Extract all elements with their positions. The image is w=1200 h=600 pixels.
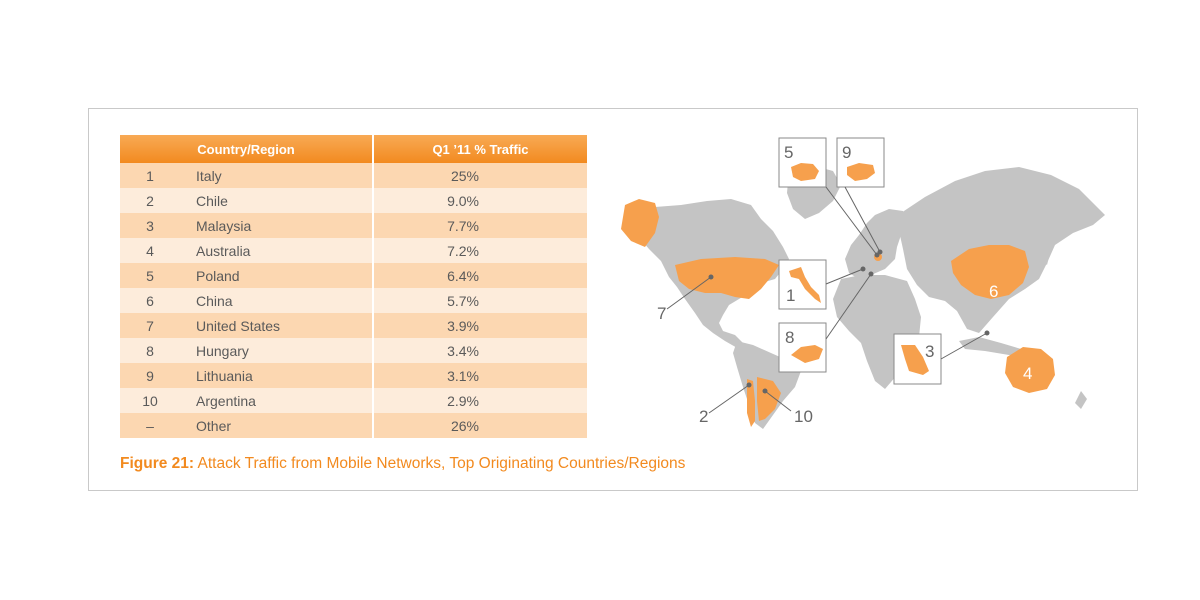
alaska-shape (621, 199, 659, 247)
traffic-cell: 6.4% (372, 263, 587, 288)
table-row: 9 Lithuania 3.1% (120, 363, 587, 388)
country-cell: Other (180, 413, 373, 438)
poland-silhouette (791, 163, 819, 181)
leader-dots (708, 249, 990, 394)
italy-silhouette (789, 267, 821, 303)
traffic-cell: 25% (372, 163, 587, 188)
traffic-cell: 3.9% (372, 313, 587, 338)
rank-cell: 10 (120, 388, 180, 413)
callout-label-lithuania: 9 (842, 143, 851, 162)
figure-caption: Figure 21: Attack Traffic from Mobile Ne… (120, 455, 685, 473)
table-row: – Other 26% (120, 413, 587, 438)
rank-cell: – (120, 413, 180, 438)
callout-box-italy (778, 259, 827, 310)
country-cell: Italy (180, 163, 373, 188)
chile-shape (747, 379, 755, 427)
table-row: 3 Malaysia 7.7% (120, 213, 587, 238)
country-cell: Australia (180, 238, 373, 263)
figure-frame: Country/Region Q1 ’11 % Traffic 1 Italy … (88, 108, 1138, 491)
leader-lines (666, 186, 988, 414)
country-cell: China (180, 288, 373, 313)
header-q1-traffic: Q1 ’11 % Traffic (373, 135, 587, 163)
caption-text: Attack Traffic from Mobile Networks, Top… (194, 455, 686, 472)
table-row: 8 Hungary 3.4% (120, 338, 587, 363)
callout-box-malaysia (893, 333, 942, 385)
country-cell: United States (180, 313, 373, 338)
country-cell: Lithuania (180, 363, 373, 388)
header-country-region: Country/Region (120, 135, 374, 163)
highlighted-countries (621, 199, 1055, 427)
new-zealand-land (1075, 391, 1087, 409)
rank-cell: 2 (120, 188, 180, 213)
rank-cell: 4 (120, 238, 180, 263)
callout-label-italy: 1 (786, 286, 795, 305)
country-cell: Argentina (180, 388, 373, 413)
australia-shape (1005, 347, 1055, 393)
country-cell: Malaysia (180, 213, 373, 238)
country-cell: Hungary (180, 338, 373, 363)
callout-labels: 5 9 1 8 3 7 2 10 (657, 143, 934, 426)
china-shape (951, 245, 1029, 299)
callout-box-lithuania (836, 137, 885, 188)
table-header-row: Country/Region Q1 ’11 % Traffic (120, 135, 587, 163)
rank-cell: 1 (120, 163, 180, 188)
rank-cell: 9 (120, 363, 180, 388)
hungary-silhouette (791, 345, 823, 363)
traffic-cell: 7.2% (372, 238, 587, 263)
callout-box-poland (778, 137, 827, 188)
table-row: 7 United States 3.9% (120, 313, 587, 338)
callout-label-hungary: 8 (785, 328, 794, 347)
traffic-cell: 3.4% (372, 338, 587, 363)
traffic-cell: 26% (372, 413, 587, 438)
table-row: 6 China 5.7% (120, 288, 587, 313)
traffic-cell: 5.7% (372, 288, 587, 313)
traffic-cell: 9.0% (372, 188, 587, 213)
traffic-cell: 2.9% (372, 388, 587, 413)
malaysia-silhouette (901, 345, 929, 375)
callout-label-malaysia: 3 (925, 342, 934, 361)
table-row: 10 Argentina 2.9% (120, 388, 587, 413)
callout-box-hungary (778, 322, 827, 373)
rank-cell: 5 (120, 263, 180, 288)
rank-cell: 6 (120, 288, 180, 313)
callout-label-united-states: 7 (657, 304, 666, 323)
callout-label-poland: 5 (784, 143, 793, 162)
country-cell: Poland (180, 263, 373, 288)
traffic-cell: 3.1% (372, 363, 587, 388)
rank-cell: 7 (120, 313, 180, 338)
in-map-labels: 6 4 (989, 282, 1032, 383)
traffic-table: Country/Region Q1 ’11 % Traffic 1 Italy … (120, 135, 587, 438)
table-row: 1 Italy 25% (120, 163, 587, 188)
japan-land (1041, 237, 1051, 265)
rank-cell: 8 (120, 338, 180, 363)
table-row: 5 Poland 6.4% (120, 263, 587, 288)
callout-label-china: 6 (989, 282, 998, 301)
lithuania-silhouette (847, 163, 875, 181)
world-map: 5 9 1 8 3 7 2 10 6 4 (621, 137, 1105, 429)
table-row: 4 Australia 7.2% (120, 238, 587, 263)
argentina-shape (757, 377, 781, 421)
table-row: 2 Chile 9.0% (120, 188, 587, 213)
callout-label-argentina: 10 (794, 407, 813, 426)
traffic-cell: 7.7% (372, 213, 587, 238)
callout-label-chile: 2 (699, 407, 708, 426)
united-states-shape (675, 257, 779, 299)
rank-cell: 3 (120, 213, 180, 238)
callout-label-australia: 4 (1023, 364, 1032, 383)
country-cell: Chile (180, 188, 373, 213)
caption-label: Figure 21: (120, 455, 195, 472)
